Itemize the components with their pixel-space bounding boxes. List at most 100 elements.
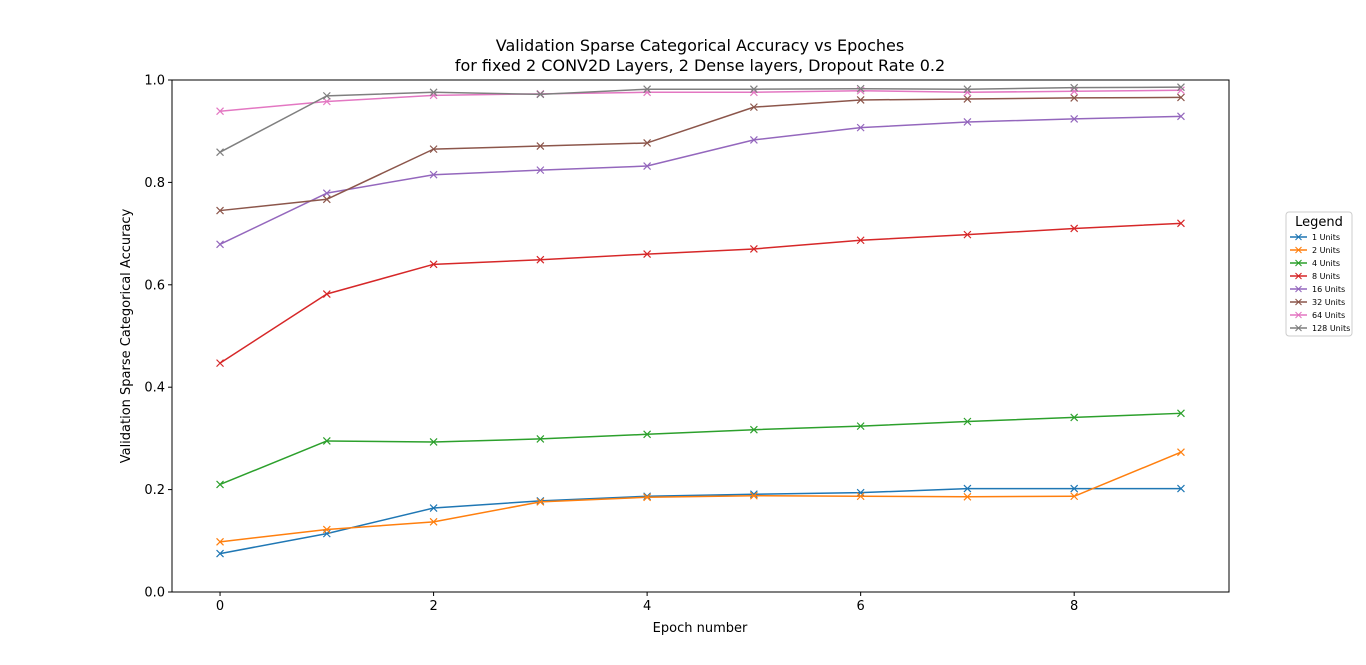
legend-label: 16 Units — [1312, 285, 1345, 294]
data-point — [1177, 448, 1185, 457]
data-point — [856, 123, 865, 132]
data-point — [856, 96, 865, 104]
data-point — [216, 537, 224, 546]
data-point — [216, 148, 224, 157]
series-2-units — [216, 448, 1185, 546]
data-point — [536, 166, 545, 175]
y-tick-label: 1.0 — [144, 74, 165, 89]
data-point — [322, 91, 331, 100]
data-point — [643, 162, 652, 170]
data-point — [536, 142, 545, 150]
data-point — [1177, 409, 1185, 418]
data-point — [643, 492, 652, 501]
data-point — [429, 170, 438, 179]
x-tick-label: 6 — [857, 599, 865, 614]
legend-item: 64 Units — [1290, 311, 1345, 320]
series-line — [219, 222, 1181, 364]
series-layer — [216, 83, 1185, 558]
data-point — [216, 549, 224, 558]
y-tick-label: 0.2 — [144, 483, 165, 498]
chart-subtitle: for fixed 2 CONV2D Layers, 2 Dense layer… — [455, 56, 945, 75]
data-point — [749, 135, 758, 144]
data-point — [1070, 484, 1079, 493]
series-1-units — [216, 484, 1185, 558]
legend-marker — [1295, 246, 1302, 254]
data-point — [963, 230, 972, 239]
data-point — [216, 240, 224, 249]
legend-marker — [1295, 233, 1302, 241]
x-axis: 0 2 4 6 8 — [216, 592, 1078, 614]
legend-label: 64 Units — [1312, 311, 1345, 320]
data-point — [1177, 219, 1185, 228]
data-point — [1070, 413, 1079, 422]
data-point — [536, 434, 545, 443]
data-point — [856, 236, 865, 245]
data-point — [856, 488, 865, 497]
data-point — [322, 195, 331, 204]
data-point — [429, 517, 438, 526]
data-point — [429, 438, 438, 446]
data-point — [216, 206, 224, 215]
data-point — [1070, 87, 1079, 96]
legend-label: 128 Units — [1312, 324, 1350, 333]
series-line — [219, 487, 1181, 555]
data-point — [1070, 93, 1079, 102]
data-point — [429, 504, 438, 512]
data-point — [1177, 93, 1185, 102]
legend-label: 1 Units — [1312, 233, 1340, 242]
x-tick-label: 2 — [429, 599, 437, 614]
chart-title: Validation Sparse Categorical Accuracy v… — [496, 36, 904, 55]
y-axis: 0.0 0.2 0.4 0.6 0.8 1.0 — [144, 74, 172, 601]
legend-label: 32 Units — [1312, 298, 1345, 307]
legend: Legend 1 Units 2 Units 4 Units 8 Units 16 Un… — [1285, 211, 1353, 337]
legend-title: Legend — [1295, 215, 1343, 230]
legend-box — [1285, 211, 1353, 337]
legend-label: 4 Units — [1312, 259, 1340, 268]
data-point — [856, 84, 865, 93]
data-point — [322, 290, 331, 298]
series-128-units — [216, 83, 1185, 157]
legend-item: 1 Units — [1290, 233, 1340, 242]
data-point — [216, 480, 224, 489]
data-point — [963, 95, 972, 103]
data-point — [643, 139, 652, 147]
legend-item: 32 Units — [1290, 298, 1345, 307]
series-4-units — [216, 409, 1185, 489]
legend-marker — [1295, 311, 1302, 319]
data-point — [856, 492, 865, 501]
data-point — [963, 417, 972, 426]
data-point — [643, 493, 652, 502]
data-point — [1177, 112, 1185, 121]
legend-marker — [1295, 298, 1302, 306]
series-line — [219, 115, 1181, 246]
series-line — [219, 86, 1181, 153]
x-axis-label: Epoch number — [653, 621, 748, 636]
data-point — [749, 425, 758, 434]
data-point — [536, 496, 545, 505]
data-point — [216, 107, 224, 116]
data-point — [1070, 114, 1079, 123]
data-point — [963, 484, 972, 493]
series-line — [219, 412, 1181, 486]
data-point — [749, 103, 758, 112]
data-point — [963, 85, 972, 94]
data-point — [429, 145, 438, 154]
data-point — [1070, 492, 1079, 501]
legend-item: 16 Units — [1290, 285, 1345, 294]
legend-label: 8 Units — [1312, 272, 1340, 281]
y-tick-label: 0.6 — [144, 278, 165, 293]
series-32-units — [216, 93, 1185, 215]
data-point — [536, 255, 545, 264]
data-point — [749, 490, 758, 499]
data-point — [216, 359, 224, 368]
series-8-units — [216, 219, 1185, 368]
data-point — [536, 497, 545, 506]
data-point — [429, 260, 438, 269]
data-point — [643, 250, 652, 259]
x-tick-label: 8 — [1070, 599, 1078, 614]
legend-item: 2 Units — [1290, 246, 1340, 255]
legend-marker — [1295, 272, 1302, 280]
legend-marker — [1295, 285, 1302, 293]
data-point — [322, 189, 331, 198]
